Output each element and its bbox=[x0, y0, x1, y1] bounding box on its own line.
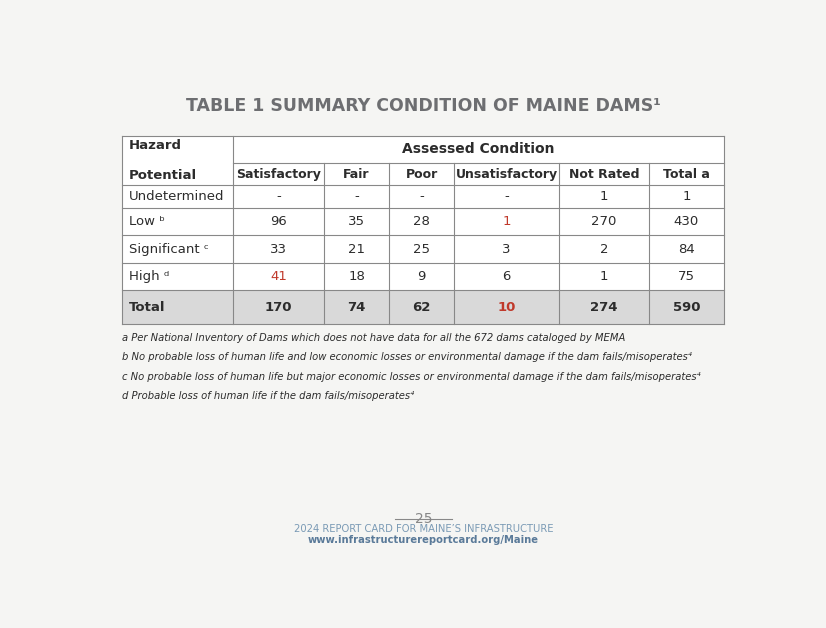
Bar bbox=[559, 263, 648, 290]
Text: TABLE 1 SUMMARY CONDITION OF MAINE DAMS¹: TABLE 1 SUMMARY CONDITION OF MAINE DAMS¹ bbox=[186, 97, 661, 115]
Text: Significant ᶜ: Significant ᶜ bbox=[129, 242, 209, 256]
Text: 62: 62 bbox=[412, 301, 431, 314]
Text: 590: 590 bbox=[672, 301, 700, 314]
Text: 270: 270 bbox=[591, 215, 616, 229]
Text: -: - bbox=[354, 190, 358, 203]
Bar bbox=[122, 290, 233, 325]
Text: c No probable loss of human life but major economic losses or environmental dama: c No probable loss of human life but maj… bbox=[122, 372, 701, 382]
Text: 10: 10 bbox=[497, 301, 515, 314]
Text: Low ᵇ: Low ᵇ bbox=[129, 215, 165, 229]
Text: Satisfactory: Satisfactory bbox=[236, 168, 321, 181]
Bar bbox=[389, 263, 454, 290]
Text: Fair: Fair bbox=[344, 168, 370, 181]
Text: 1: 1 bbox=[682, 190, 691, 203]
Bar bbox=[454, 208, 559, 236]
Text: d Probable loss of human life if the dam fails/misoperates⁴: d Probable loss of human life if the dam… bbox=[122, 391, 415, 401]
Bar bbox=[454, 263, 559, 290]
Text: 41: 41 bbox=[270, 270, 287, 283]
Text: 9: 9 bbox=[417, 270, 425, 283]
Bar bbox=[324, 263, 389, 290]
Bar bbox=[233, 236, 324, 263]
Bar bbox=[324, 236, 389, 263]
Text: Not Rated: Not Rated bbox=[568, 168, 639, 181]
Text: 2024 REPORT CARD FOR MAINE’S INFRASTRUCTURE: 2024 REPORT CARD FOR MAINE’S INFRASTRUCT… bbox=[293, 524, 553, 534]
Text: 21: 21 bbox=[348, 242, 365, 256]
Text: Unsatisfactory: Unsatisfactory bbox=[455, 168, 558, 181]
Text: 6: 6 bbox=[502, 270, 510, 283]
Bar bbox=[324, 185, 389, 208]
Text: High ᵈ: High ᵈ bbox=[129, 270, 169, 283]
Text: a Per National Inventory of Dams which does not have data for all the 672 dams c: a Per National Inventory of Dams which d… bbox=[122, 333, 626, 343]
Text: 35: 35 bbox=[348, 215, 365, 229]
Text: Hazard

Potential: Hazard Potential bbox=[129, 139, 197, 182]
Text: 28: 28 bbox=[413, 215, 430, 229]
Bar bbox=[389, 236, 454, 263]
Text: Undetermined: Undetermined bbox=[129, 190, 225, 203]
Text: 25: 25 bbox=[415, 512, 432, 526]
Text: 1: 1 bbox=[502, 215, 510, 229]
Text: 170: 170 bbox=[265, 301, 292, 314]
Bar bbox=[122, 236, 233, 263]
Text: Poor: Poor bbox=[406, 168, 438, 181]
Text: 96: 96 bbox=[270, 215, 287, 229]
Text: -: - bbox=[276, 190, 281, 203]
Bar bbox=[389, 185, 454, 208]
Bar bbox=[233, 263, 324, 290]
Text: 274: 274 bbox=[590, 301, 618, 314]
Text: 84: 84 bbox=[678, 242, 695, 256]
Bar bbox=[648, 290, 724, 325]
Text: Total a: Total a bbox=[663, 168, 710, 181]
Bar bbox=[454, 185, 559, 208]
Bar bbox=[324, 290, 389, 325]
Text: 3: 3 bbox=[502, 242, 510, 256]
Text: 2: 2 bbox=[600, 242, 608, 256]
Text: Assessed Condition: Assessed Condition bbox=[402, 143, 555, 156]
Text: 1: 1 bbox=[600, 270, 608, 283]
Bar bbox=[233, 290, 324, 325]
Bar bbox=[454, 290, 559, 325]
Bar bbox=[648, 263, 724, 290]
Text: Total: Total bbox=[129, 301, 165, 314]
Bar bbox=[122, 185, 233, 208]
Bar bbox=[324, 208, 389, 236]
Text: -: - bbox=[504, 190, 509, 203]
Bar bbox=[233, 185, 324, 208]
Bar bbox=[648, 208, 724, 236]
Text: 74: 74 bbox=[347, 301, 366, 314]
Bar bbox=[122, 208, 233, 236]
Text: 75: 75 bbox=[678, 270, 695, 283]
Text: 430: 430 bbox=[674, 215, 699, 229]
Bar bbox=[559, 208, 648, 236]
Text: 33: 33 bbox=[270, 242, 287, 256]
Bar bbox=[454, 236, 559, 263]
Bar bbox=[233, 208, 324, 236]
Bar bbox=[559, 236, 648, 263]
Text: 1: 1 bbox=[600, 190, 608, 203]
Text: www.infrastructurereportcard.org/Maine: www.infrastructurereportcard.org/Maine bbox=[308, 535, 539, 544]
Text: 25: 25 bbox=[413, 242, 430, 256]
Bar bbox=[559, 185, 648, 208]
Text: 18: 18 bbox=[348, 270, 365, 283]
Text: b No probable loss of human life and low economic losses or environmental damage: b No probable loss of human life and low… bbox=[122, 352, 692, 362]
Bar bbox=[559, 290, 648, 325]
Bar bbox=[648, 236, 724, 263]
Text: -: - bbox=[420, 190, 424, 203]
Bar bbox=[389, 290, 454, 325]
Bar bbox=[648, 185, 724, 208]
Bar bbox=[122, 263, 233, 290]
Bar bbox=[389, 208, 454, 236]
